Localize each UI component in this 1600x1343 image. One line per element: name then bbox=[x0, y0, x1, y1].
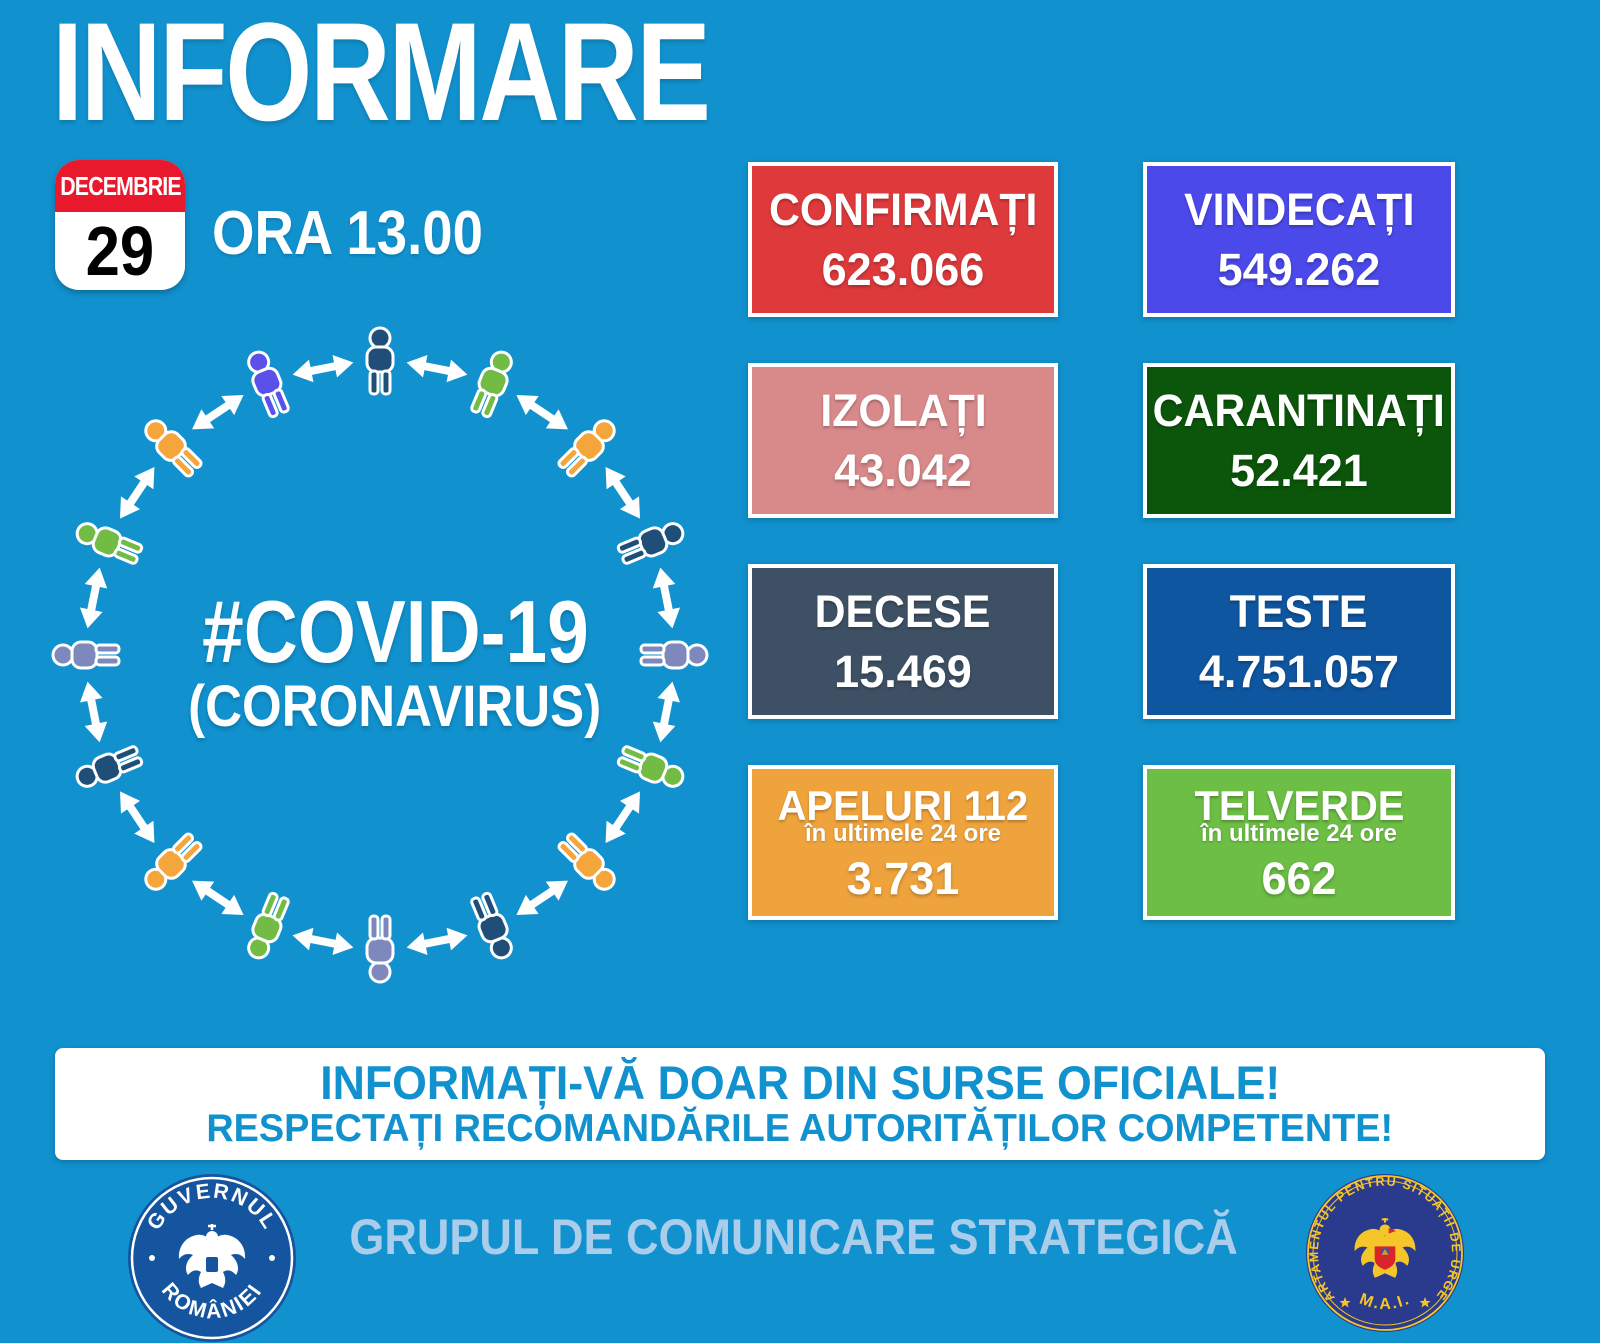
calendar-month-band: DECEMBRIE bbox=[55, 160, 185, 212]
person-icon bbox=[247, 350, 290, 419]
stat-box-tests: TESTE 4.751.057 bbox=[1143, 564, 1455, 719]
strategic-group-label: GRUPUL DE COMUNICARE STRATEGICĂ bbox=[349, 1209, 1238, 1265]
stat-label: TESTE bbox=[1230, 586, 1368, 637]
double-arrow-icon bbox=[292, 354, 354, 383]
person-icon bbox=[247, 891, 290, 960]
double-arrow-icon bbox=[192, 394, 244, 430]
stat-label: VINDECAȚI bbox=[1183, 184, 1415, 235]
person-icon bbox=[639, 640, 709, 670]
stat-value: 52.421 bbox=[1230, 445, 1368, 496]
stat-label: TELVERDE bbox=[1194, 781, 1404, 829]
covid-hashtag: #COVID-19 bbox=[201, 582, 589, 681]
calendar-month-label: DECEMBRIE bbox=[59, 170, 181, 201]
double-arrow-icon bbox=[79, 567, 108, 629]
stat-sublabel: în ultimele 24 ore bbox=[1200, 820, 1398, 847]
person-icon bbox=[144, 832, 203, 891]
banner-line2: RESPECTAȚI RECOMANDĂRILE AUTORITĂȚILOR C… bbox=[206, 1107, 1394, 1151]
double-arrow-icon bbox=[119, 467, 155, 519]
stat-box-confirmed: CONFIRMAȚI 623.066 bbox=[748, 162, 1058, 317]
stat-label: DECESE bbox=[815, 586, 991, 637]
person-icon bbox=[75, 745, 144, 788]
coronavirus-label: (CORONAVIRUS) bbox=[188, 674, 602, 739]
double-arrow-icon bbox=[192, 880, 244, 916]
calendar-icon: DECEMBRIE 29 bbox=[55, 160, 185, 290]
time-label: ORA 13.00 bbox=[212, 199, 483, 268]
stat-label: IZOLAȚI bbox=[819, 385, 987, 436]
page-title: INFORMARE bbox=[52, 0, 711, 150]
double-arrow-icon bbox=[79, 681, 108, 743]
stat-box-recovered: VINDECAȚI 549.262 bbox=[1143, 162, 1455, 317]
double-arrow-icon bbox=[516, 880, 568, 916]
emergency-department-seal: DEPARTAMENTUL PENTRU SITUAȚII DE URGENȚĂ… bbox=[1306, 1174, 1464, 1332]
double-arrow-icon bbox=[652, 681, 681, 743]
gov-eagle-icon bbox=[178, 1224, 246, 1288]
stat-value: 4.751.057 bbox=[1198, 646, 1400, 697]
stat-label: APELURI 112 bbox=[777, 781, 1029, 829]
double-arrow-icon bbox=[605, 467, 641, 519]
person-icon bbox=[557, 419, 616, 478]
stat-box-deaths: DECESE 15.469 bbox=[748, 564, 1058, 719]
stat-box-isolated: IZOLAȚI 43.042 bbox=[748, 363, 1058, 518]
calendar-day-label: 29 bbox=[85, 212, 155, 290]
svg-text:M.A.I.: M.A.I. bbox=[1357, 1291, 1413, 1313]
stat-value: 3.731 bbox=[846, 852, 960, 904]
stat-box-telverde: TELVERDE în ultimele 24 ore 662 bbox=[1143, 765, 1455, 920]
stats-grid: CONFIRMAȚI 623.066 VINDECAȚI 549.262 IZO… bbox=[748, 162, 1455, 920]
person-icon bbox=[470, 350, 513, 419]
stat-value: 662 bbox=[1261, 852, 1337, 904]
stat-value: 623.066 bbox=[821, 244, 985, 295]
people-circle-graphic bbox=[51, 326, 709, 984]
person-icon bbox=[144, 419, 203, 478]
person-icon bbox=[616, 745, 685, 788]
stat-box-112-calls: APELURI 112 în ultimele 24 ore 3.731 bbox=[748, 765, 1058, 920]
person-icon bbox=[365, 326, 395, 396]
stat-value: 15.469 bbox=[834, 646, 972, 697]
double-arrow-icon bbox=[516, 394, 568, 430]
stat-box-quarantined: CARANTINAȚI 52.421 bbox=[1143, 363, 1455, 518]
stat-label: CARANTINAȚI bbox=[1152, 385, 1446, 436]
person-icon bbox=[51, 640, 121, 670]
person-icon bbox=[557, 832, 616, 891]
double-arrow-icon bbox=[406, 927, 468, 956]
government-of-romania-seal: GUVERNUL ROMÂNIEI bbox=[128, 1174, 296, 1342]
double-arrow-icon bbox=[119, 791, 155, 843]
official-sources-banner: INFORMAȚI-VĂ DOAR DIN SURSE OFICIALE! RE… bbox=[55, 1048, 1545, 1160]
person-icon bbox=[365, 914, 395, 984]
person-icon bbox=[470, 891, 513, 960]
person-icon bbox=[75, 522, 144, 565]
double-arrow-icon bbox=[605, 791, 641, 843]
calendar-day-band: 29 bbox=[55, 212, 185, 290]
double-arrow-icon bbox=[406, 354, 468, 383]
banner-line1: INFORMAȚI-VĂ DOAR DIN SURSE OFICIALE! bbox=[320, 1055, 1280, 1109]
star-icon bbox=[1419, 1297, 1431, 1308]
stat-value: 549.262 bbox=[1217, 244, 1381, 295]
stat-sublabel: în ultimele 24 ore bbox=[804, 820, 1002, 847]
double-arrow-icon bbox=[652, 567, 681, 629]
star-icon bbox=[1339, 1297, 1351, 1308]
stat-value: 43.042 bbox=[834, 445, 972, 496]
person-icon bbox=[616, 522, 685, 565]
dsu-eagle-icon bbox=[1354, 1218, 1416, 1278]
stat-label: CONFIRMAȚI bbox=[768, 184, 1038, 235]
dsu-seal-mai-text: M.A.I. bbox=[1357, 1291, 1411, 1313]
double-arrow-icon bbox=[292, 927, 354, 956]
